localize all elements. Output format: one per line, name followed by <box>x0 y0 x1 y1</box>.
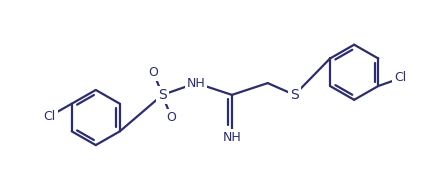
Text: S: S <box>158 88 167 102</box>
Text: Cl: Cl <box>44 110 56 123</box>
Text: Cl: Cl <box>394 71 406 84</box>
Text: S: S <box>290 88 299 102</box>
Text: O: O <box>166 111 176 124</box>
Text: NH: NH <box>223 131 241 144</box>
Text: NH: NH <box>187 77 205 90</box>
Text: O: O <box>148 66 158 79</box>
